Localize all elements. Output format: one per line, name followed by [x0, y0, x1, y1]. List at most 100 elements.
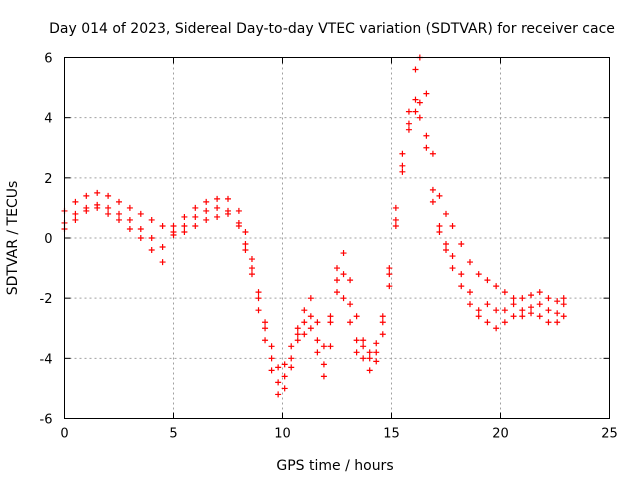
- data-point: [327, 343, 334, 350]
- data-point: [327, 319, 334, 326]
- data-point: [466, 289, 473, 296]
- data-point: [327, 313, 334, 320]
- x-axis-label: GPS time / hours: [276, 458, 393, 474]
- data-point: [159, 222, 166, 229]
- data-point: [320, 343, 327, 350]
- data-point: [436, 228, 443, 235]
- data-point: [458, 283, 465, 290]
- data-point: [493, 283, 500, 290]
- data-point: [192, 213, 199, 220]
- data-point: [225, 210, 231, 217]
- data-point: [192, 222, 199, 229]
- data-point: [412, 108, 419, 115]
- data-point: [314, 337, 321, 344]
- data-point: [281, 361, 288, 368]
- data-point: [484, 319, 491, 326]
- data-point: [281, 385, 288, 392]
- data-point: [399, 150, 406, 157]
- data-point: [360, 337, 367, 344]
- data-point: [181, 228, 188, 235]
- data-point: [386, 271, 393, 278]
- data-point: [105, 204, 112, 211]
- data-point: [501, 307, 508, 314]
- data-point: [105, 192, 112, 199]
- data-point: [307, 313, 314, 320]
- data-point: [392, 216, 399, 223]
- data-point: [392, 222, 399, 229]
- data-point: [484, 301, 491, 308]
- data-point: [519, 295, 526, 302]
- data-point: [126, 204, 133, 211]
- y-tick-label: 0: [44, 232, 52, 247]
- data-point: [116, 216, 122, 223]
- data-point: [405, 108, 412, 115]
- data-point: [379, 313, 386, 320]
- data-point: [347, 319, 354, 326]
- grid-lines: [64, 57, 610, 419]
- data-point: [288, 364, 295, 371]
- data-point: [366, 367, 373, 374]
- data-point: [334, 289, 340, 296]
- data-point: [334, 277, 340, 284]
- data-point: [137, 225, 144, 232]
- data-point: [554, 310, 561, 317]
- data-point: [353, 337, 360, 344]
- data-point: [373, 340, 380, 347]
- data-point: [126, 225, 133, 232]
- data-point: [255, 295, 262, 302]
- data-point: [148, 247, 155, 254]
- data-point: [288, 355, 295, 362]
- data-point: [320, 361, 327, 368]
- data-point: [334, 265, 340, 272]
- data-point: [429, 150, 436, 157]
- data-point: [536, 313, 543, 320]
- data-point: [262, 319, 269, 326]
- data-point: [545, 319, 552, 326]
- data-point: [416, 99, 423, 106]
- data-point: [399, 168, 406, 175]
- data-point: [347, 277, 354, 284]
- data-point: [281, 373, 288, 380]
- y-tick-label: 4: [44, 112, 52, 127]
- data-point: [423, 132, 430, 139]
- data-point: [429, 198, 436, 205]
- data-point: [501, 289, 508, 296]
- data-point: [423, 90, 430, 97]
- data-point: [83, 207, 90, 214]
- data-point: [262, 337, 269, 344]
- data-point: [475, 307, 482, 314]
- data-point: [449, 222, 456, 229]
- data-point: [294, 337, 301, 344]
- data-point: [94, 204, 101, 211]
- data-point: [466, 259, 473, 266]
- data-point: [501, 319, 508, 326]
- data-point: [275, 379, 282, 386]
- data-point: [294, 325, 301, 332]
- data-point: [536, 301, 543, 308]
- data-point: [379, 331, 386, 338]
- axis-ticks: 0 5 10 15 20 25 -6 -4 -2 0 2 4 6: [40, 52, 618, 442]
- data-point: [405, 120, 412, 127]
- data-point: [203, 216, 210, 223]
- data-point: [366, 355, 373, 362]
- data-point: [242, 228, 249, 235]
- data-point: [294, 331, 301, 338]
- y-tick-label: -6: [40, 413, 53, 428]
- data-point: [373, 349, 380, 356]
- data-point: [443, 247, 449, 254]
- y-tick-label: 6: [44, 52, 52, 67]
- series-track-3: [61, 108, 567, 386]
- data-point: [340, 250, 347, 257]
- data-point: [528, 310, 535, 317]
- x-tick-label: 15: [383, 427, 400, 442]
- data-point: [170, 222, 177, 229]
- data-point: [248, 265, 255, 272]
- data-point: [353, 349, 360, 356]
- data-point: [301, 331, 308, 338]
- data-point: [340, 271, 347, 278]
- data-point: [366, 349, 373, 356]
- data-point: [560, 295, 567, 302]
- data-point: [554, 319, 561, 326]
- data-point: [484, 277, 491, 284]
- x-tick-label: 0: [60, 427, 68, 442]
